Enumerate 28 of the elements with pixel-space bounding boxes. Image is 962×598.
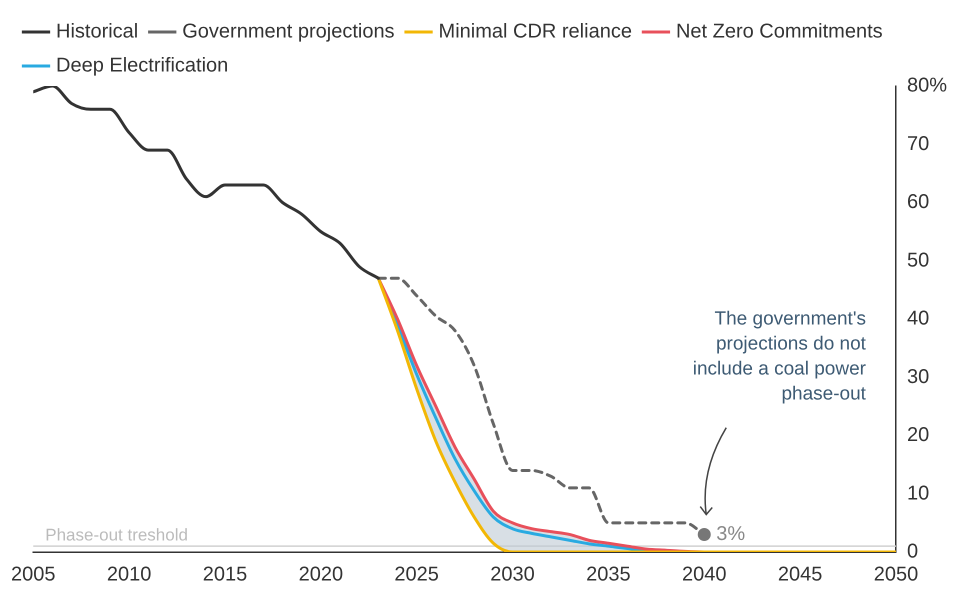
y-tick-label: 80% [906, 74, 948, 97]
x-tick-label: 2020 [298, 564, 344, 586]
y-tick-label: 0 [906, 540, 918, 563]
y-tick-label: 10 [906, 482, 930, 504]
annotation: The government's projections do not include a coal power phase-out [692, 308, 867, 404]
x-tick-label: 2030 [490, 564, 535, 586]
x-tick-label: 2015 [202, 564, 248, 586]
y-tick-label: 70 [906, 132, 930, 155]
x-tick-label: 2025 [394, 564, 439, 586]
legend-label: Minimal CDR reliance [438, 20, 632, 43]
data-label: 3% [716, 523, 746, 546]
legend-label: Historical [56, 20, 138, 43]
line-series [33, 86, 380, 280]
legend-label: Government projections [182, 20, 395, 43]
legend-label: Deep Electrification [56, 54, 228, 77]
x-tick-label: 2040 [682, 564, 727, 586]
x-tick-label: 2035 [586, 564, 631, 586]
y-tick-label: 40 [906, 308, 930, 330]
x-tick-label: 2045 [778, 564, 822, 586]
y-tick-label: 30 [906, 366, 930, 388]
y-tick-label: 20 [906, 424, 930, 446]
y-tick-label: 50 [906, 249, 930, 272]
x-tick-label: 2010 [106, 564, 152, 586]
x-tick-label: 2005 [10, 564, 56, 586]
ref-line-label: Phase-out treshold [45, 525, 188, 544]
x-tick-label: 2050 [874, 564, 918, 586]
y-tick-label: 60 [906, 191, 930, 214]
legend-label: Net Zero Commitments [676, 20, 883, 43]
